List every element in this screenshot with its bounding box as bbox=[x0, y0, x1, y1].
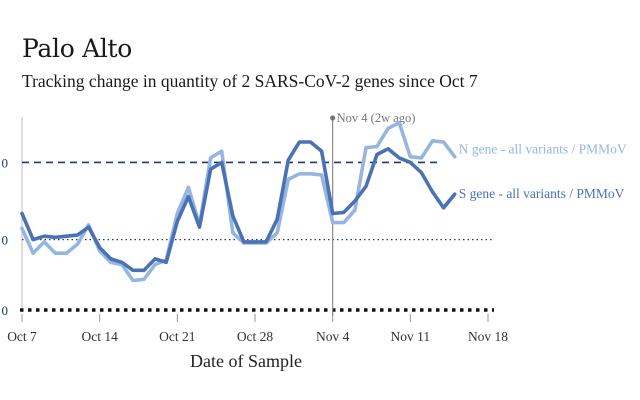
x-tick-label: Oct 28 bbox=[237, 329, 274, 344]
x-tick-label: Oct 21 bbox=[159, 329, 195, 344]
y-tick-label: 0 bbox=[2, 233, 9, 248]
reference-lines bbox=[20, 161, 494, 312]
series-label: N gene - all variants / PMMoV bbox=[459, 142, 627, 157]
x-axis-label: Date of Sample bbox=[190, 351, 302, 371]
x-tick-label: Oct 7 bbox=[7, 329, 37, 344]
series-line bbox=[20, 120, 457, 283]
series-layer bbox=[20, 120, 457, 283]
y-tick-label: 0 bbox=[2, 155, 9, 170]
x-tick-label: Nov 4 bbox=[316, 329, 350, 344]
x-tick-label: Nov 18 bbox=[468, 329, 508, 344]
y-tick-label: 0 bbox=[2, 303, 9, 318]
chart-title: Palo Alto bbox=[22, 34, 133, 63]
x-tick-label: Nov 11 bbox=[391, 329, 431, 344]
series-label: S gene - all variants / PMMoV bbox=[459, 186, 625, 201]
series-line bbox=[20, 140, 457, 273]
label-layer: N gene - all variants / PMMoV S gene - al… bbox=[459, 142, 627, 201]
x-tick-label: Oct 14 bbox=[81, 329, 118, 344]
chart-subtitle: Tracking change in quantity of 2 SARS-Co… bbox=[22, 71, 478, 91]
annotation-label: Nov 4 (2w ago) bbox=[337, 111, 416, 125]
annotation-marker bbox=[330, 115, 336, 121]
